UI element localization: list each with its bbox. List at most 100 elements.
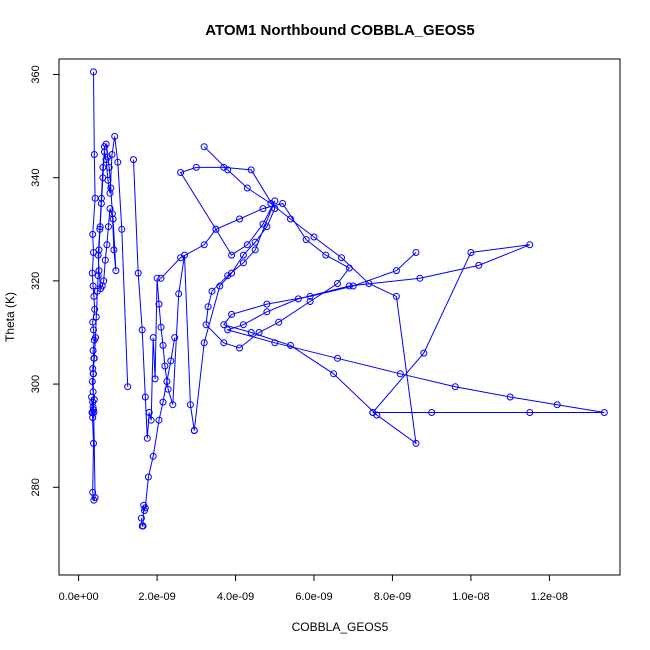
plot-frame (58, 58, 621, 576)
data-point (90, 151, 98, 158)
data-point (186, 401, 194, 409)
y-tick-label: 280 (30, 478, 42, 496)
data-point (95, 267, 103, 275)
series-line (140, 337, 176, 527)
data-point (243, 241, 251, 249)
data-point (467, 249, 475, 256)
data-point (90, 326, 97, 334)
chart-title: ATOM1 Northbound COBBLA_GEOS5 (205, 22, 474, 39)
data-point (259, 205, 267, 213)
data-point (428, 409, 436, 416)
data-point (89, 403, 97, 411)
data-point (167, 357, 175, 365)
data-point (330, 370, 338, 378)
data-point (310, 233, 318, 241)
data-point (92, 313, 100, 321)
data-point (600, 409, 608, 416)
data-point (243, 184, 251, 192)
data-point (90, 68, 97, 76)
data-point (89, 365, 97, 373)
data-point (302, 236, 310, 244)
data-point (101, 256, 109, 264)
data-point (177, 254, 185, 262)
data-point (239, 251, 247, 259)
data-point (88, 409, 96, 416)
data-point (139, 522, 147, 530)
data-point (147, 416, 155, 424)
data-point (89, 414, 97, 422)
data-point (200, 241, 208, 249)
data-point (88, 269, 96, 277)
y-tick-label: 320 (30, 272, 42, 290)
data-point (506, 393, 514, 401)
data-point (95, 246, 103, 254)
data-point (89, 347, 97, 354)
data-point (102, 140, 110, 148)
y-tick-label: 360 (30, 65, 42, 83)
data-point (251, 238, 259, 246)
data-point (236, 344, 243, 352)
data-point (149, 334, 157, 342)
data-point (134, 269, 142, 277)
data-point (420, 349, 428, 357)
data-point (322, 251, 330, 259)
data-point (239, 259, 247, 267)
data-point (192, 163, 200, 171)
data-point (451, 383, 459, 391)
data-point (224, 166, 232, 174)
data-point (171, 334, 179, 342)
x-tick-label: 8.0e-09 (374, 591, 411, 603)
data-point (151, 375, 159, 383)
data-point (90, 354, 98, 362)
data-point (212, 225, 220, 233)
data-point (279, 200, 287, 207)
data-point (108, 151, 116, 158)
data-point (143, 434, 151, 442)
data-point (100, 277, 108, 285)
data-point (88, 393, 96, 401)
data-point (155, 416, 163, 424)
x-tick-label: 1.0e-08 (452, 591, 489, 603)
x-tick-label: 6.0e-09 (295, 591, 332, 603)
plot-data (88, 68, 608, 530)
data-point (89, 398, 97, 406)
data-point (101, 148, 108, 156)
data-point (287, 341, 294, 349)
data-point (144, 473, 152, 481)
data-point (99, 163, 107, 171)
y-tick-label: 340 (30, 169, 42, 187)
x-tick-label: 0.0e+00 (59, 591, 99, 603)
y-axis-label: Theta (K) (3, 292, 17, 342)
data-point (263, 223, 271, 231)
data-point (177, 169, 185, 176)
data-point (91, 494, 99, 502)
data-point (112, 267, 120, 275)
data-point (287, 215, 294, 223)
data-point (109, 215, 117, 223)
series-line (160, 166, 351, 431)
data-point (338, 254, 345, 262)
data-point (169, 401, 177, 409)
data-point (118, 225, 126, 233)
data-point (247, 166, 255, 174)
data-point (526, 241, 534, 249)
data-point (236, 215, 243, 223)
data-point (369, 409, 377, 416)
data-point (412, 249, 420, 256)
data-point (97, 194, 105, 202)
data-point (96, 225, 104, 233)
data-point (92, 334, 99, 342)
data-point (294, 295, 302, 303)
data-point (89, 230, 97, 238)
data-point (103, 241, 111, 249)
data-point (145, 409, 153, 416)
data-point (200, 339, 208, 347)
data-point (159, 341, 167, 349)
data-point (102, 156, 110, 164)
data-point (526, 409, 534, 416)
data-point (159, 398, 167, 406)
data-point (208, 287, 216, 295)
data-point (239, 321, 247, 329)
data-point (94, 272, 102, 280)
